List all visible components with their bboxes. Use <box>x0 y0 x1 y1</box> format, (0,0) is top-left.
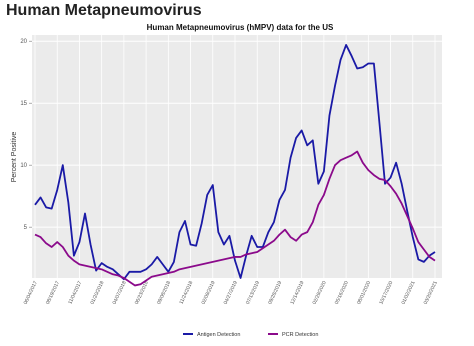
x-tick-label: 12/14/2019 <box>289 280 305 305</box>
y-tick-label: 15 <box>20 101 27 107</box>
y-tick-label: 20 <box>20 39 27 45</box>
y-axis-label: Percent Positive <box>11 132 18 183</box>
x-tick-label: 09/28/2019 <box>267 280 283 305</box>
plot-background <box>32 35 442 278</box>
x-tick-label: 01/20/2018 <box>89 280 105 305</box>
x-tick-label: 08/01/2020 <box>356 280 372 305</box>
x-tick-label: 11/24/2018 <box>179 280 195 305</box>
series-line <box>34 44 436 281</box>
page-title: Human Metapneumovirus <box>6 2 202 19</box>
x-tick-label: 04/07/2018 <box>112 280 128 305</box>
legend-label: Antigen Detection <box>197 332 240 338</box>
x-tick-label: 11/04/2017 <box>67 280 83 305</box>
x-tick-label: 06/04/2017 <box>23 280 39 305</box>
x-tick-label: 09/08/2018 <box>156 280 172 305</box>
y-tick-label: 10 <box>20 163 27 169</box>
series-line <box>34 150 436 287</box>
x-tick-label: 08/19/2017 <box>45 280 61 305</box>
x-tick-label: 01/02/2021 <box>401 280 417 305</box>
x-tick-label: 02/29/2020 <box>312 280 328 305</box>
x-tick-label: 04/27/2019 <box>223 280 239 305</box>
y-tick-label: 5 <box>24 225 28 231</box>
x-tick-label: 02/09/2019 <box>201 280 217 305</box>
x-tick-label: 10/17/2020 <box>378 280 394 305</box>
x-tick-label: 05/16/2020 <box>334 280 350 305</box>
x-tick-label: 07/13/2019 <box>245 280 261 305</box>
x-tick-label: 03/20/2021 <box>423 280 439 305</box>
chart-title: Human Metapneumovirus (hMPV) data for th… <box>147 23 334 32</box>
legend-label: PCR Detection <box>282 332 318 338</box>
